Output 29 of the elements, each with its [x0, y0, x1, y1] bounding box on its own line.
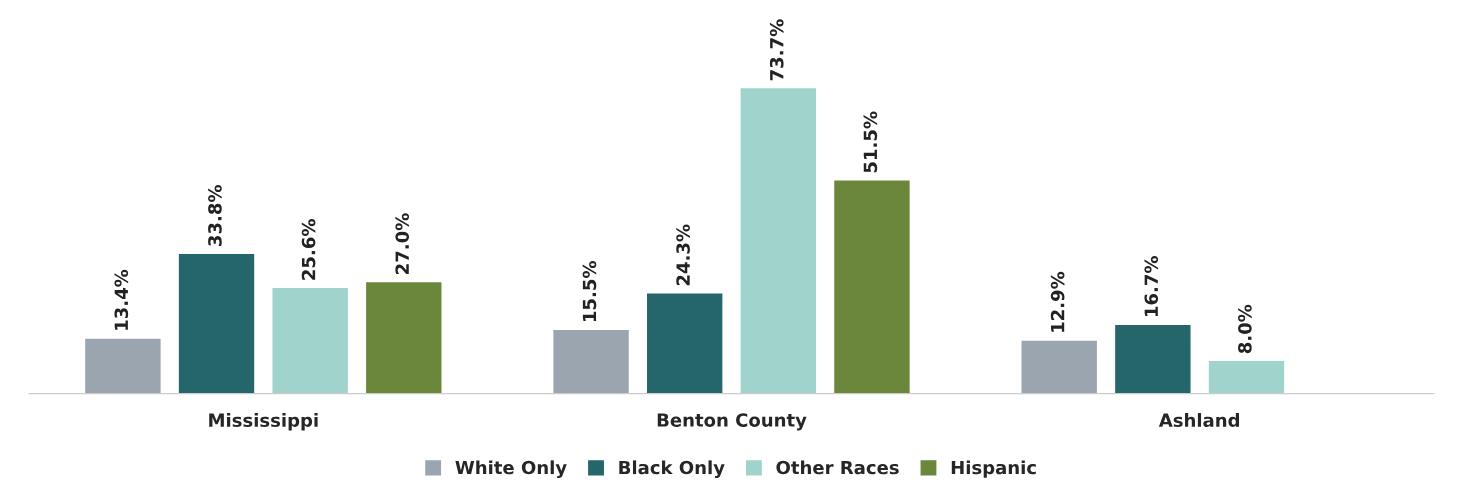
bar [177, 252, 256, 394]
x-tick-label: Ashland [1158, 413, 1240, 428]
data-label: 51.5% [863, 111, 878, 173]
bar [271, 286, 350, 394]
bar [1207, 359, 1286, 394]
legend-label: Other Races [776, 460, 899, 475]
data-label: 73.7% [769, 19, 784, 81]
legend-label: Hispanic [951, 460, 1036, 478]
legend-label: Black Only [619, 460, 725, 478]
data-label: 8.0% [1238, 304, 1252, 354]
data-label: 33.8% [208, 185, 222, 246]
data-label: 27.0% [395, 213, 410, 274]
data-label: 15.5% [582, 261, 597, 322]
bar [832, 179, 912, 394]
bar [1113, 323, 1192, 394]
data-label: 13.4% [114, 269, 129, 330]
bar [364, 280, 443, 394]
x-tick-label: Mississippi [209, 413, 318, 431]
data-label: 25.6% [301, 219, 316, 280]
bar [551, 328, 631, 394]
x-tick-label: Benton County [657, 413, 807, 431]
legend-label: White Only [455, 460, 567, 478]
data-label: 12.9% [1050, 271, 1065, 332]
bar [739, 86, 818, 394]
bar [645, 291, 724, 394]
bar [83, 337, 162, 394]
data-label: 24.3% [676, 224, 690, 286]
data-label: 16.7% [1144, 256, 1159, 317]
bar [1020, 339, 1099, 394]
